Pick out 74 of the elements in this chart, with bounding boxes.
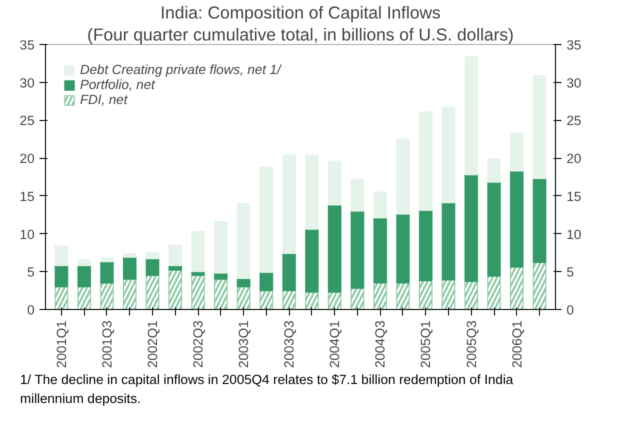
bar <box>168 244 182 266</box>
bar <box>442 202 456 280</box>
bar <box>418 111 432 211</box>
y-tick-label: 30 <box>20 75 35 90</box>
bar <box>487 158 501 183</box>
y2-tick-label: 15 <box>566 188 582 204</box>
y-tick-label: 10 <box>20 226 35 242</box>
y2-tick-label: 20 <box>566 151 582 166</box>
y2-tick-label: 35 <box>566 38 582 52</box>
bar <box>464 56 478 176</box>
legend-label: Debt Creating private flows, net 1/ <box>80 62 281 77</box>
bar <box>214 221 228 274</box>
y2-tick-label: 10 <box>566 226 582 242</box>
bar <box>146 258 160 276</box>
y2-tick-label: 0 <box>566 302 574 318</box>
x-tick-label: 2006Q1 <box>509 320 524 368</box>
bar <box>305 154 319 230</box>
x-tick-label: 2003Q1 <box>236 320 252 368</box>
y-tick-label: 25 <box>20 113 35 128</box>
bar <box>54 245 68 266</box>
y2-tick-label: 25 <box>566 113 582 128</box>
chart-title: India: Composition of Capital Inflows <box>160 2 441 22</box>
bar <box>146 252 160 260</box>
bar <box>100 258 114 262</box>
bar <box>282 252 296 292</box>
x-tick-label: 2004Q3 <box>372 320 388 368</box>
bar <box>510 170 524 268</box>
bar <box>510 132 524 172</box>
x-tick-label: 2003Q3 <box>282 320 297 368</box>
text: 1/ The decline in capital inflows in 2005Q4 relates to $7.1 billion redemption of India millennium deposits. <box>20 371 514 408</box>
bar <box>396 214 410 284</box>
legend-label: FDI, net <box>80 92 128 107</box>
bar <box>487 182 501 277</box>
bar <box>77 265 91 288</box>
y-tick-label: 0 <box>27 302 35 318</box>
bar <box>122 256 136 280</box>
y2-tick-label: 5 <box>566 264 574 280</box>
legend-label: Portfolio, net <box>80 77 155 92</box>
y-tick-label: 5 <box>27 264 35 280</box>
bar <box>532 178 546 264</box>
x-tick-label: 2001Q3 <box>99 320 114 368</box>
bar <box>373 192 387 218</box>
bar <box>532 75 546 180</box>
x-tick-label: 2001Q1 <box>54 320 69 368</box>
bar <box>236 203 250 279</box>
chart-subtitle: (Four quarter cumulative total, in billions of U.S. dollars) <box>87 24 514 44</box>
y-tick-label: 15 <box>20 188 35 204</box>
bar <box>418 210 432 282</box>
bar <box>191 231 205 272</box>
x-tick-label: 2002Q3 <box>190 320 206 368</box>
bar <box>350 178 364 212</box>
bar <box>396 138 410 215</box>
bar <box>260 166 274 273</box>
bar <box>350 210 364 289</box>
bar <box>373 217 387 284</box>
y2-tick-label: 30 <box>566 75 582 90</box>
bar <box>328 204 342 293</box>
bar <box>282 154 296 254</box>
bar <box>77 259 91 266</box>
bar <box>464 174 478 282</box>
x-tick-label: 2004Q1 <box>327 320 342 368</box>
y-tick-label: 35 <box>20 38 35 52</box>
y-tick-label: 20 <box>20 151 35 166</box>
bar <box>122 252 136 258</box>
x-tick-label: 2005Q3 <box>464 320 479 368</box>
bar <box>328 160 342 206</box>
bar <box>236 278 250 288</box>
bar <box>54 265 68 288</box>
bar <box>305 228 319 293</box>
x-tick-label: 2005Q1 <box>418 320 434 368</box>
bar <box>100 261 114 284</box>
x-tick-label: 2002Q1 <box>145 320 160 368</box>
bar <box>442 106 456 204</box>
bar <box>260 272 274 292</box>
